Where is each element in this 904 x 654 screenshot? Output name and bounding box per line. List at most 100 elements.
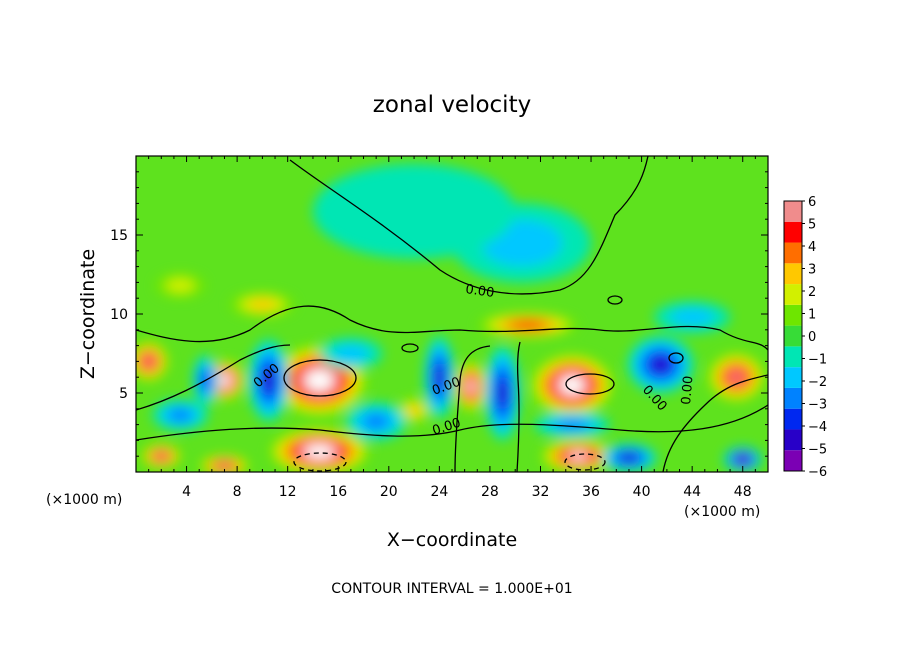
colorbar-segment xyxy=(784,304,802,326)
colorbar-tick-label: −3 xyxy=(808,398,827,413)
velocity-level xyxy=(730,371,743,383)
x-tick-label: 32 xyxy=(532,484,550,500)
velocity-level xyxy=(621,454,637,462)
inner-contour-4 xyxy=(564,453,606,471)
velocity-cell xyxy=(345,402,407,441)
velocity-level xyxy=(556,419,588,430)
colorbar-tick-label: 1 xyxy=(808,308,816,323)
plot-area: 0.00 0.00 0.00 0.00 0.00 0.00 xyxy=(135,155,769,473)
velocity-level xyxy=(310,447,328,456)
velocity-level xyxy=(332,344,370,363)
velocity-cell xyxy=(424,336,455,419)
inner-contour-7 xyxy=(401,343,419,353)
colorbar-tick-label: −2 xyxy=(808,375,827,390)
x-units-left: (×1000 m) xyxy=(46,492,122,508)
colorbar: 6 5 4 3 2 1 0 −1 −2 −3 −4 −5 −6 xyxy=(783,195,827,480)
velocity-level xyxy=(406,405,422,416)
velocity-level xyxy=(435,366,444,388)
x-tick-label: 44 xyxy=(683,484,701,500)
x-tick-label: 12 xyxy=(279,484,297,500)
colorbar-segment xyxy=(784,387,802,409)
colorbar-tick-label: 6 xyxy=(808,195,816,210)
colorbar-segment xyxy=(784,221,802,243)
velocity-cell xyxy=(601,443,657,472)
velocity-level xyxy=(312,163,516,259)
x-tick-label: 8 xyxy=(233,484,242,500)
x-units-right: (×1000 m) xyxy=(684,504,760,520)
velocity-cell xyxy=(154,272,206,299)
velocity-cell xyxy=(312,163,516,259)
velocity-cell xyxy=(534,411,610,438)
y-axis-label: Z−coordinate xyxy=(77,249,99,379)
velocity-level xyxy=(221,376,228,384)
velocity-level xyxy=(218,463,231,469)
x-tick-label: 40 xyxy=(633,484,651,500)
velocity-level xyxy=(565,379,580,391)
colorbar-tick-label: 0 xyxy=(808,330,816,345)
x-tick-label: 28 xyxy=(481,484,499,500)
y-tick-label: 15 xyxy=(110,228,128,244)
colorbar-segment xyxy=(784,367,802,388)
velocity-cell xyxy=(229,291,296,318)
colorbar-tick-label: −6 xyxy=(808,465,827,480)
colorbar-segment xyxy=(784,429,802,451)
velocity-level xyxy=(497,380,508,406)
velocity-field: 0.00 0.00 0.00 0.00 0.00 0.00 xyxy=(136,156,768,472)
zero-contour-mid xyxy=(136,305,768,351)
y-axis: 5 10 15 xyxy=(110,171,768,457)
x-tick-label: 16 xyxy=(329,484,347,500)
colorbar-segment xyxy=(784,242,802,264)
colorbar-segment xyxy=(784,325,802,347)
velocity-level xyxy=(165,278,195,293)
colorbar-segment xyxy=(784,450,802,471)
velocity-cell xyxy=(319,337,383,370)
colorbar-segment xyxy=(784,263,802,285)
x-tick-label: 24 xyxy=(430,484,448,500)
inner-contour-2 xyxy=(565,373,615,395)
velocity-cell xyxy=(152,399,209,431)
colorbar-tick-label: −5 xyxy=(808,443,827,458)
velocity-cell xyxy=(477,312,579,338)
velocity-level xyxy=(156,453,166,459)
contour-interval-note: CONTOUR INTERVAL = 1.000E+01 xyxy=(331,581,572,597)
zero-contour-left xyxy=(136,344,291,411)
zero-contour-vertical-2 xyxy=(516,341,521,472)
velocity-level xyxy=(248,299,276,310)
velocity-level xyxy=(652,357,670,372)
zero-contour-lower xyxy=(136,404,768,441)
x-tick-label: 4 xyxy=(182,484,191,500)
contour-label: 0.00 xyxy=(679,375,696,405)
velocity-level xyxy=(168,408,192,422)
velocity-cell xyxy=(268,427,370,472)
velocity-level xyxy=(738,456,747,463)
colorbar-tick-label: −1 xyxy=(808,353,827,368)
colorbar-segment xyxy=(784,408,802,430)
contour-label: 0.00 xyxy=(464,282,495,301)
velocity-cell xyxy=(530,353,614,417)
colorbar-tick-label: 3 xyxy=(808,263,816,278)
velocity-cell xyxy=(484,345,521,441)
x-tick-label: 48 xyxy=(734,484,752,500)
velocity-level xyxy=(467,381,475,392)
velocity-level xyxy=(263,369,274,392)
velocity-level xyxy=(311,374,328,387)
zero-contour-vertical-3 xyxy=(662,374,768,472)
velocity-cell xyxy=(707,351,766,403)
colorbar-segment xyxy=(784,201,802,222)
inner-contour-5 xyxy=(607,295,623,305)
y-tick-label: 10 xyxy=(110,307,128,323)
inner-contour-3 xyxy=(293,452,347,472)
zero-contour-vertical-1 xyxy=(454,345,491,472)
colorbar-tick-label: −4 xyxy=(808,420,827,435)
velocity-cell xyxy=(723,446,762,472)
colorbar-tick-label: 4 xyxy=(808,240,816,255)
colorbar-tick-label: 5 xyxy=(808,218,816,233)
velocity-level xyxy=(670,307,715,327)
x-axis-label: X−coordinate xyxy=(387,529,517,551)
x-tick-label: 20 xyxy=(380,484,398,500)
velocity-cell xyxy=(540,438,617,472)
inner-contour-6 xyxy=(668,352,684,364)
x-axis: 4 8 12 16 20 24 28 32 36 40 44 48 xyxy=(148,156,756,500)
inner-contour-1 xyxy=(283,359,357,397)
